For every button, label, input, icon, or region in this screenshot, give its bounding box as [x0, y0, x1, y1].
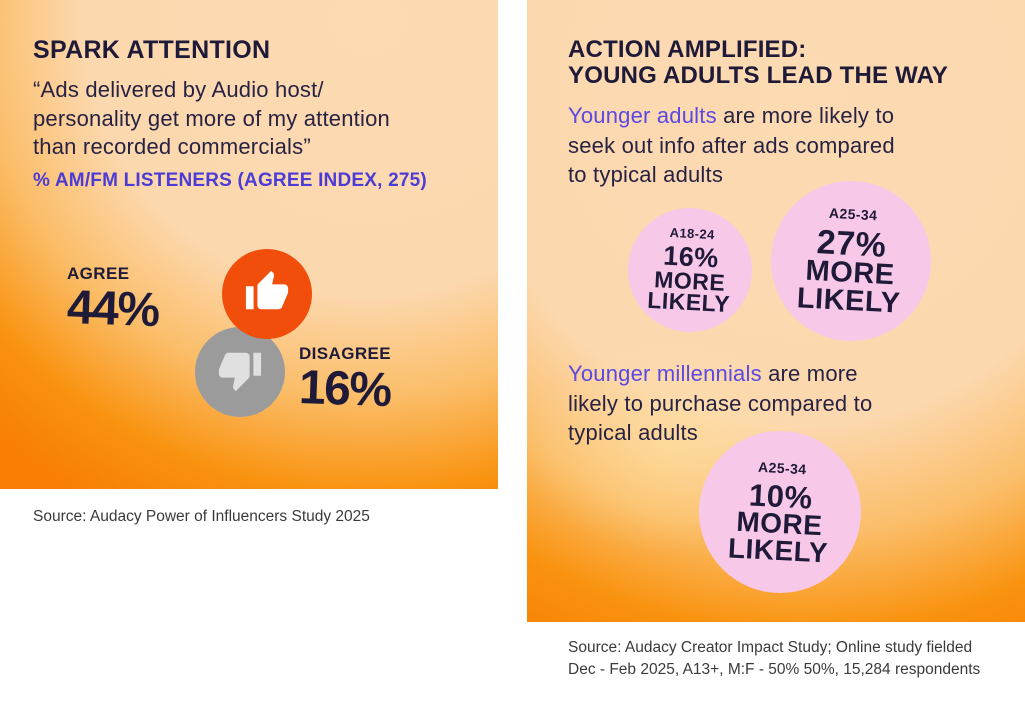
- spark-attention-quote: “Ads delivered by Audio host/ personalit…: [33, 76, 390, 162]
- right-source-text: Source: Audacy Creator Impact Study; Onl…: [568, 637, 1018, 680]
- insight1-line-2: seek out info after ads compared: [568, 132, 895, 158]
- left-source-text: Source: Audacy Power of Influencers Stud…: [33, 508, 370, 525]
- bubble-3-text: A25-34 10% MORE LIKELY: [727, 457, 832, 569]
- quote-line-3: than recorded commercials”: [33, 134, 311, 159]
- agree-label: AGREE: [67, 264, 130, 283]
- bubble-1-likely: LIKELY: [646, 287, 731, 318]
- insight1-highlight: Younger adults: [568, 103, 717, 128]
- bubble-2-likely: LIKELY: [796, 282, 902, 320]
- disagree-value: 16%: [298, 361, 392, 418]
- disagree-circle: [195, 327, 285, 417]
- insight2-line-3: typical adults: [568, 420, 698, 445]
- bubble-1-text: A18-24 16% MORE LIKELY: [646, 224, 733, 318]
- bubble-a25-34-purchase: A25-34 10% MORE LIKELY: [699, 431, 861, 593]
- insight1-line-1: Younger adults are more likely to: [568, 101, 895, 131]
- agree-stat: AGREE 44%: [66, 264, 160, 338]
- bubble-a25-34-seek-info: A25-34 27% MORE LIKELY: [771, 181, 931, 341]
- bubble-2-age: A25-34: [828, 205, 878, 224]
- agree-value: 44%: [66, 281, 160, 338]
- thumbs-up-icon: [244, 269, 290, 320]
- spark-attention-panel: SPARK ATTENTION “Ads delivered by Audio …: [0, 0, 498, 489]
- quote-line-2: personality get more of my attention: [33, 105, 390, 131]
- insight2-line-2: likely to purchase compared to: [568, 390, 873, 416]
- insight-purchase: Younger millennials are more likely to p…: [568, 359, 872, 448]
- right-source-line-2: Dec - Feb 2025, A13+, M:F - 50% 50%, 15,…: [568, 660, 981, 678]
- insight2-line-1: Younger millennials are more: [568, 359, 872, 389]
- quote-line-1: “Ads delivered by Audio host/: [33, 77, 324, 102]
- insight1-line1-rest: are more likely to: [716, 103, 895, 128]
- spark-attention-title: SPARK ATTENTION: [33, 36, 271, 64]
- bubble-2-text: A25-34 27% MORE LIKELY: [796, 204, 905, 320]
- insight2-highlight: Younger millennials: [568, 361, 762, 386]
- agree-circle: [222, 249, 312, 339]
- title-line-2: YOUNG ADULTS LEAD THE WAY: [568, 61, 949, 89]
- insight2-line1-rest: are more: [761, 361, 858, 386]
- insight1-line-3: to typical adults: [568, 162, 724, 187]
- right-source-line-1: Source: Audacy Creator Impact Study; Onl…: [568, 639, 973, 656]
- disagree-stat: DISAGREE 16%: [298, 344, 392, 418]
- bubble-3-likely: LIKELY: [727, 532, 829, 569]
- action-amplified-panel: ACTION AMPLIFIED: YOUNG ADULTS LEAD THE …: [527, 0, 1025, 622]
- thumbs-down-icon: [217, 347, 263, 398]
- action-amplified-title: ACTION AMPLIFIED: YOUNG ADULTS LEAD THE …: [568, 37, 948, 88]
- bubble-a18-24-seek-info: A18-24 16% MORE LIKELY: [628, 208, 752, 332]
- bubble-1-age: A18-24: [669, 224, 715, 243]
- bubble-3-age: A25-34: [757, 458, 807, 478]
- metric-label: % AM/FM LISTENERS (AGREE INDEX, 275): [33, 170, 427, 191]
- title-line-1: ACTION AMPLIFIED:: [568, 36, 807, 63]
- disagree-label: DISAGREE: [299, 344, 391, 363]
- insight-seek-info: Younger adults are more likely to seek o…: [568, 101, 895, 190]
